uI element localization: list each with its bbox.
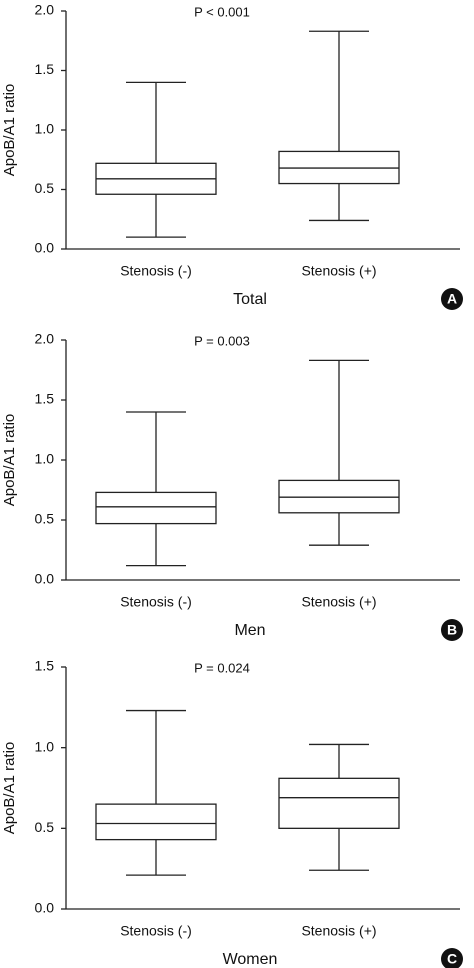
panel-label: C	[447, 951, 457, 967]
x-tick-label: Stenosis (+)	[301, 594, 376, 610]
panel-label: A	[447, 291, 457, 307]
panel-title: Total	[233, 291, 267, 308]
annotation: P = 0.003	[194, 333, 250, 348]
box	[278, 777, 400, 829]
y-tick-label: 0.5	[35, 180, 55, 196]
x-tick-label: Stenosis (-)	[120, 263, 192, 279]
y-tick-label: 2.0	[35, 331, 55, 347]
y-tick-label: 1.0	[35, 738, 55, 754]
y-axis-label: ApoB/A1 ratio	[1, 414, 18, 507]
y-tick-label: 1.0	[35, 121, 55, 137]
panel-badge	[441, 948, 463, 968]
y-tick-label: 1.5	[35, 391, 55, 407]
box	[95, 491, 217, 525]
box	[95, 803, 217, 841]
panel-label: B	[447, 622, 457, 638]
y-axis-label: ApoB/A1 ratio	[1, 742, 18, 835]
panel-title: Women	[223, 951, 278, 968]
x-tick-label: Stenosis (-)	[120, 594, 192, 610]
annotation: P = 0.024	[194, 660, 250, 675]
y-tick-label: 0.0	[35, 571, 55, 587]
y-tick-label: 0.5	[35, 511, 55, 527]
y-tick-label: 1.5	[35, 658, 55, 674]
x-tick-label: Stenosis (+)	[301, 923, 376, 939]
y-tick-label: 2.0	[35, 2, 55, 18]
y-tick-label: 0.0	[35, 900, 55, 916]
panel-badge	[441, 288, 463, 310]
panel-badge	[441, 619, 463, 641]
x-tick-label: Stenosis (-)	[120, 923, 192, 939]
y-tick-label: 1.0	[35, 451, 55, 467]
y-tick-label: 1.5	[35, 61, 55, 77]
y-tick-label: 0.5	[35, 819, 55, 835]
y-tick-label: 0.0	[35, 240, 55, 256]
y-axis-label: ApoB/A1 ratio	[1, 84, 18, 177]
annotation: P < 0.001	[194, 4, 250, 19]
panel-title: Men	[234, 622, 265, 639]
x-tick-label: Stenosis (+)	[301, 263, 376, 279]
